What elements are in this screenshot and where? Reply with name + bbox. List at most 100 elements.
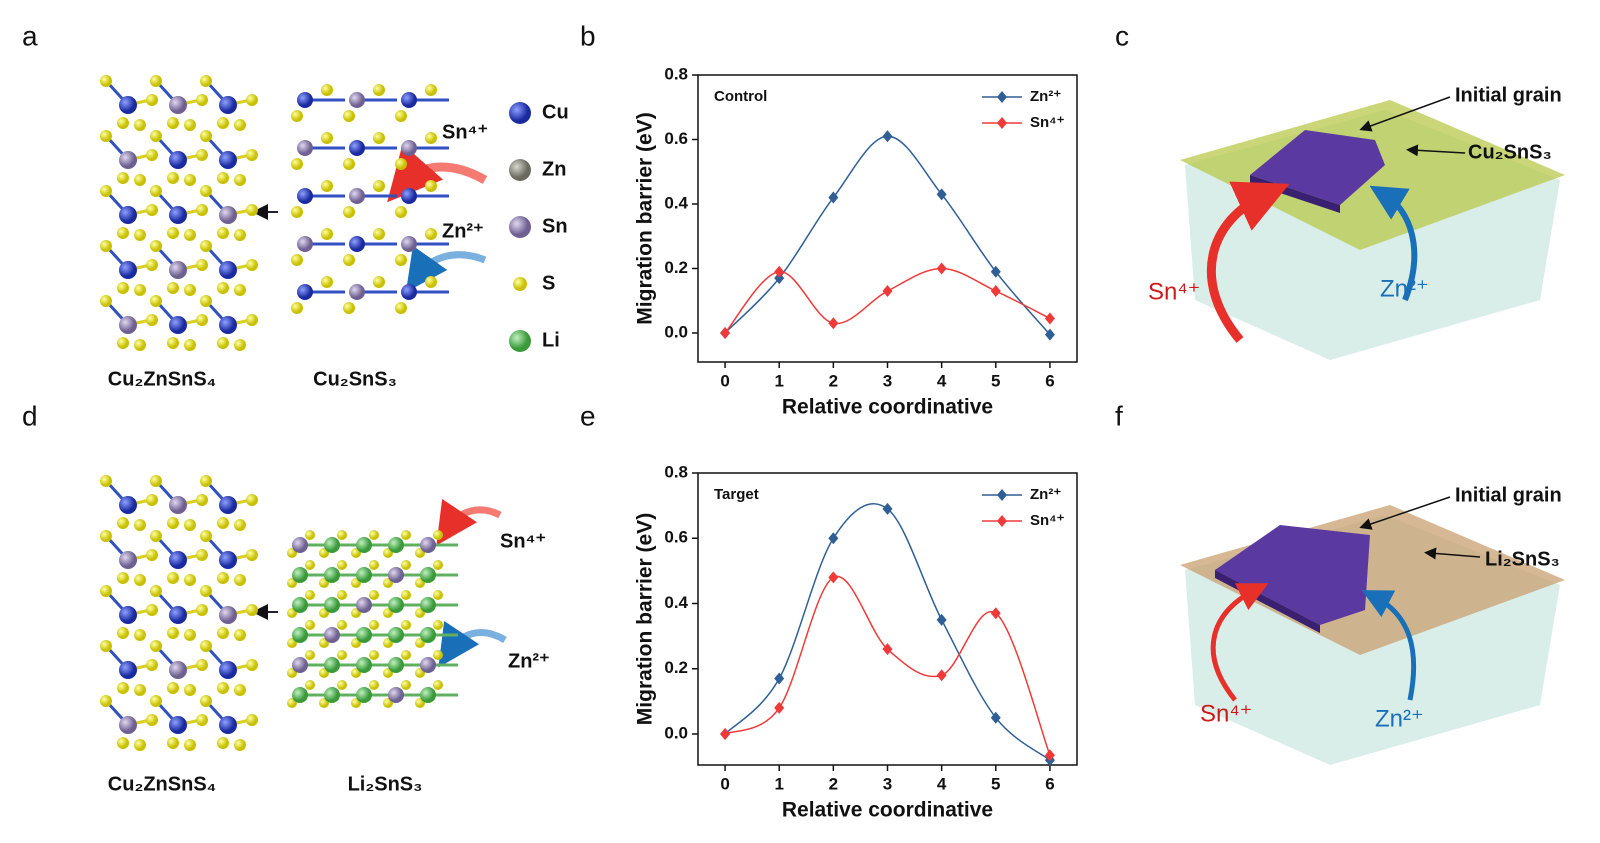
atom	[395, 206, 407, 218]
plot-frame	[697, 74, 1078, 363]
atom	[513, 277, 527, 291]
x-tick-label: 4	[937, 774, 947, 793]
atom	[217, 227, 229, 239]
atom	[119, 496, 137, 514]
atom	[433, 620, 443, 630]
atom	[234, 229, 246, 241]
atom	[167, 172, 179, 184]
atom	[200, 585, 212, 597]
atom	[196, 549, 208, 561]
atom	[169, 261, 187, 279]
atom	[246, 314, 258, 326]
atom	[395, 302, 407, 314]
atom	[401, 530, 411, 540]
atom	[167, 337, 179, 349]
atom	[509, 330, 531, 352]
atom	[291, 206, 303, 218]
atom	[117, 337, 129, 349]
structure-label: Cu₂ZnSnS₄	[108, 368, 216, 390]
atom	[217, 627, 229, 639]
atom	[196, 604, 208, 616]
atom	[305, 620, 315, 630]
marker	[990, 285, 1001, 298]
atom	[297, 140, 313, 156]
atom	[420, 687, 436, 703]
marker	[828, 191, 839, 204]
marker	[990, 711, 1001, 724]
atom	[200, 240, 212, 252]
marker	[936, 188, 947, 201]
x-tick-label: 5	[991, 774, 1000, 793]
y-tick-label: 0.4	[664, 193, 688, 212]
atom	[401, 92, 417, 108]
atom	[150, 240, 162, 252]
atom	[401, 590, 411, 600]
y-tick-label: 0.8	[664, 462, 688, 481]
atom	[167, 682, 179, 694]
legend-label: Sn	[542, 215, 568, 237]
atom	[291, 158, 303, 170]
atom	[100, 130, 112, 142]
atom	[373, 228, 385, 240]
atom	[305, 530, 315, 540]
x-tick-label: 3	[883, 371, 892, 390]
arrow	[1361, 590, 1417, 701]
legend-label: Zn	[542, 158, 566, 180]
atom	[146, 714, 158, 726]
marker	[720, 728, 731, 741]
atom	[433, 590, 443, 600]
atom	[169, 151, 187, 169]
atom	[388, 627, 404, 643]
atom	[369, 560, 379, 570]
marker	[1044, 328, 1055, 341]
x-tick-label: 4	[937, 371, 947, 390]
atom	[184, 519, 196, 531]
atom	[134, 574, 146, 586]
atom	[401, 620, 411, 630]
atom	[117, 682, 129, 694]
atom	[291, 302, 303, 314]
arrow	[387, 143, 488, 203]
atom	[119, 716, 137, 734]
atom	[169, 496, 187, 514]
annotation: Li₂SnS₃	[1485, 548, 1560, 570]
marker	[774, 265, 785, 278]
atom	[246, 494, 258, 506]
atom	[184, 119, 196, 131]
atom	[425, 132, 437, 144]
atom	[297, 236, 313, 252]
atom	[324, 567, 340, 583]
atom	[401, 650, 411, 660]
x-tick-label: 6	[1045, 774, 1054, 793]
atom	[100, 530, 112, 542]
legend-marker	[997, 515, 1007, 527]
y-axis-label: Migration barrier (eV)	[634, 112, 657, 324]
atom	[388, 687, 404, 703]
atom	[146, 604, 158, 616]
atom	[373, 84, 385, 96]
atom	[196, 149, 208, 161]
atom	[292, 567, 308, 583]
atom	[292, 537, 308, 553]
annotation: Cu₂SnS₃	[1468, 141, 1552, 163]
marker	[774, 272, 785, 285]
atom	[167, 117, 179, 129]
atom	[219, 96, 237, 114]
atom	[150, 585, 162, 597]
atom	[324, 597, 340, 613]
legend-label: S	[542, 272, 555, 294]
atom	[343, 158, 355, 170]
atom	[425, 180, 437, 192]
atom	[234, 284, 246, 296]
atom	[425, 276, 437, 288]
atom	[297, 188, 313, 204]
atom	[117, 627, 129, 639]
atom	[119, 206, 137, 224]
atom	[433, 650, 443, 660]
atom	[134, 174, 146, 186]
marker	[828, 317, 839, 330]
atom	[184, 284, 196, 296]
marker	[882, 643, 893, 656]
ion-label: Zn²⁺	[442, 220, 484, 242]
atom	[343, 302, 355, 314]
